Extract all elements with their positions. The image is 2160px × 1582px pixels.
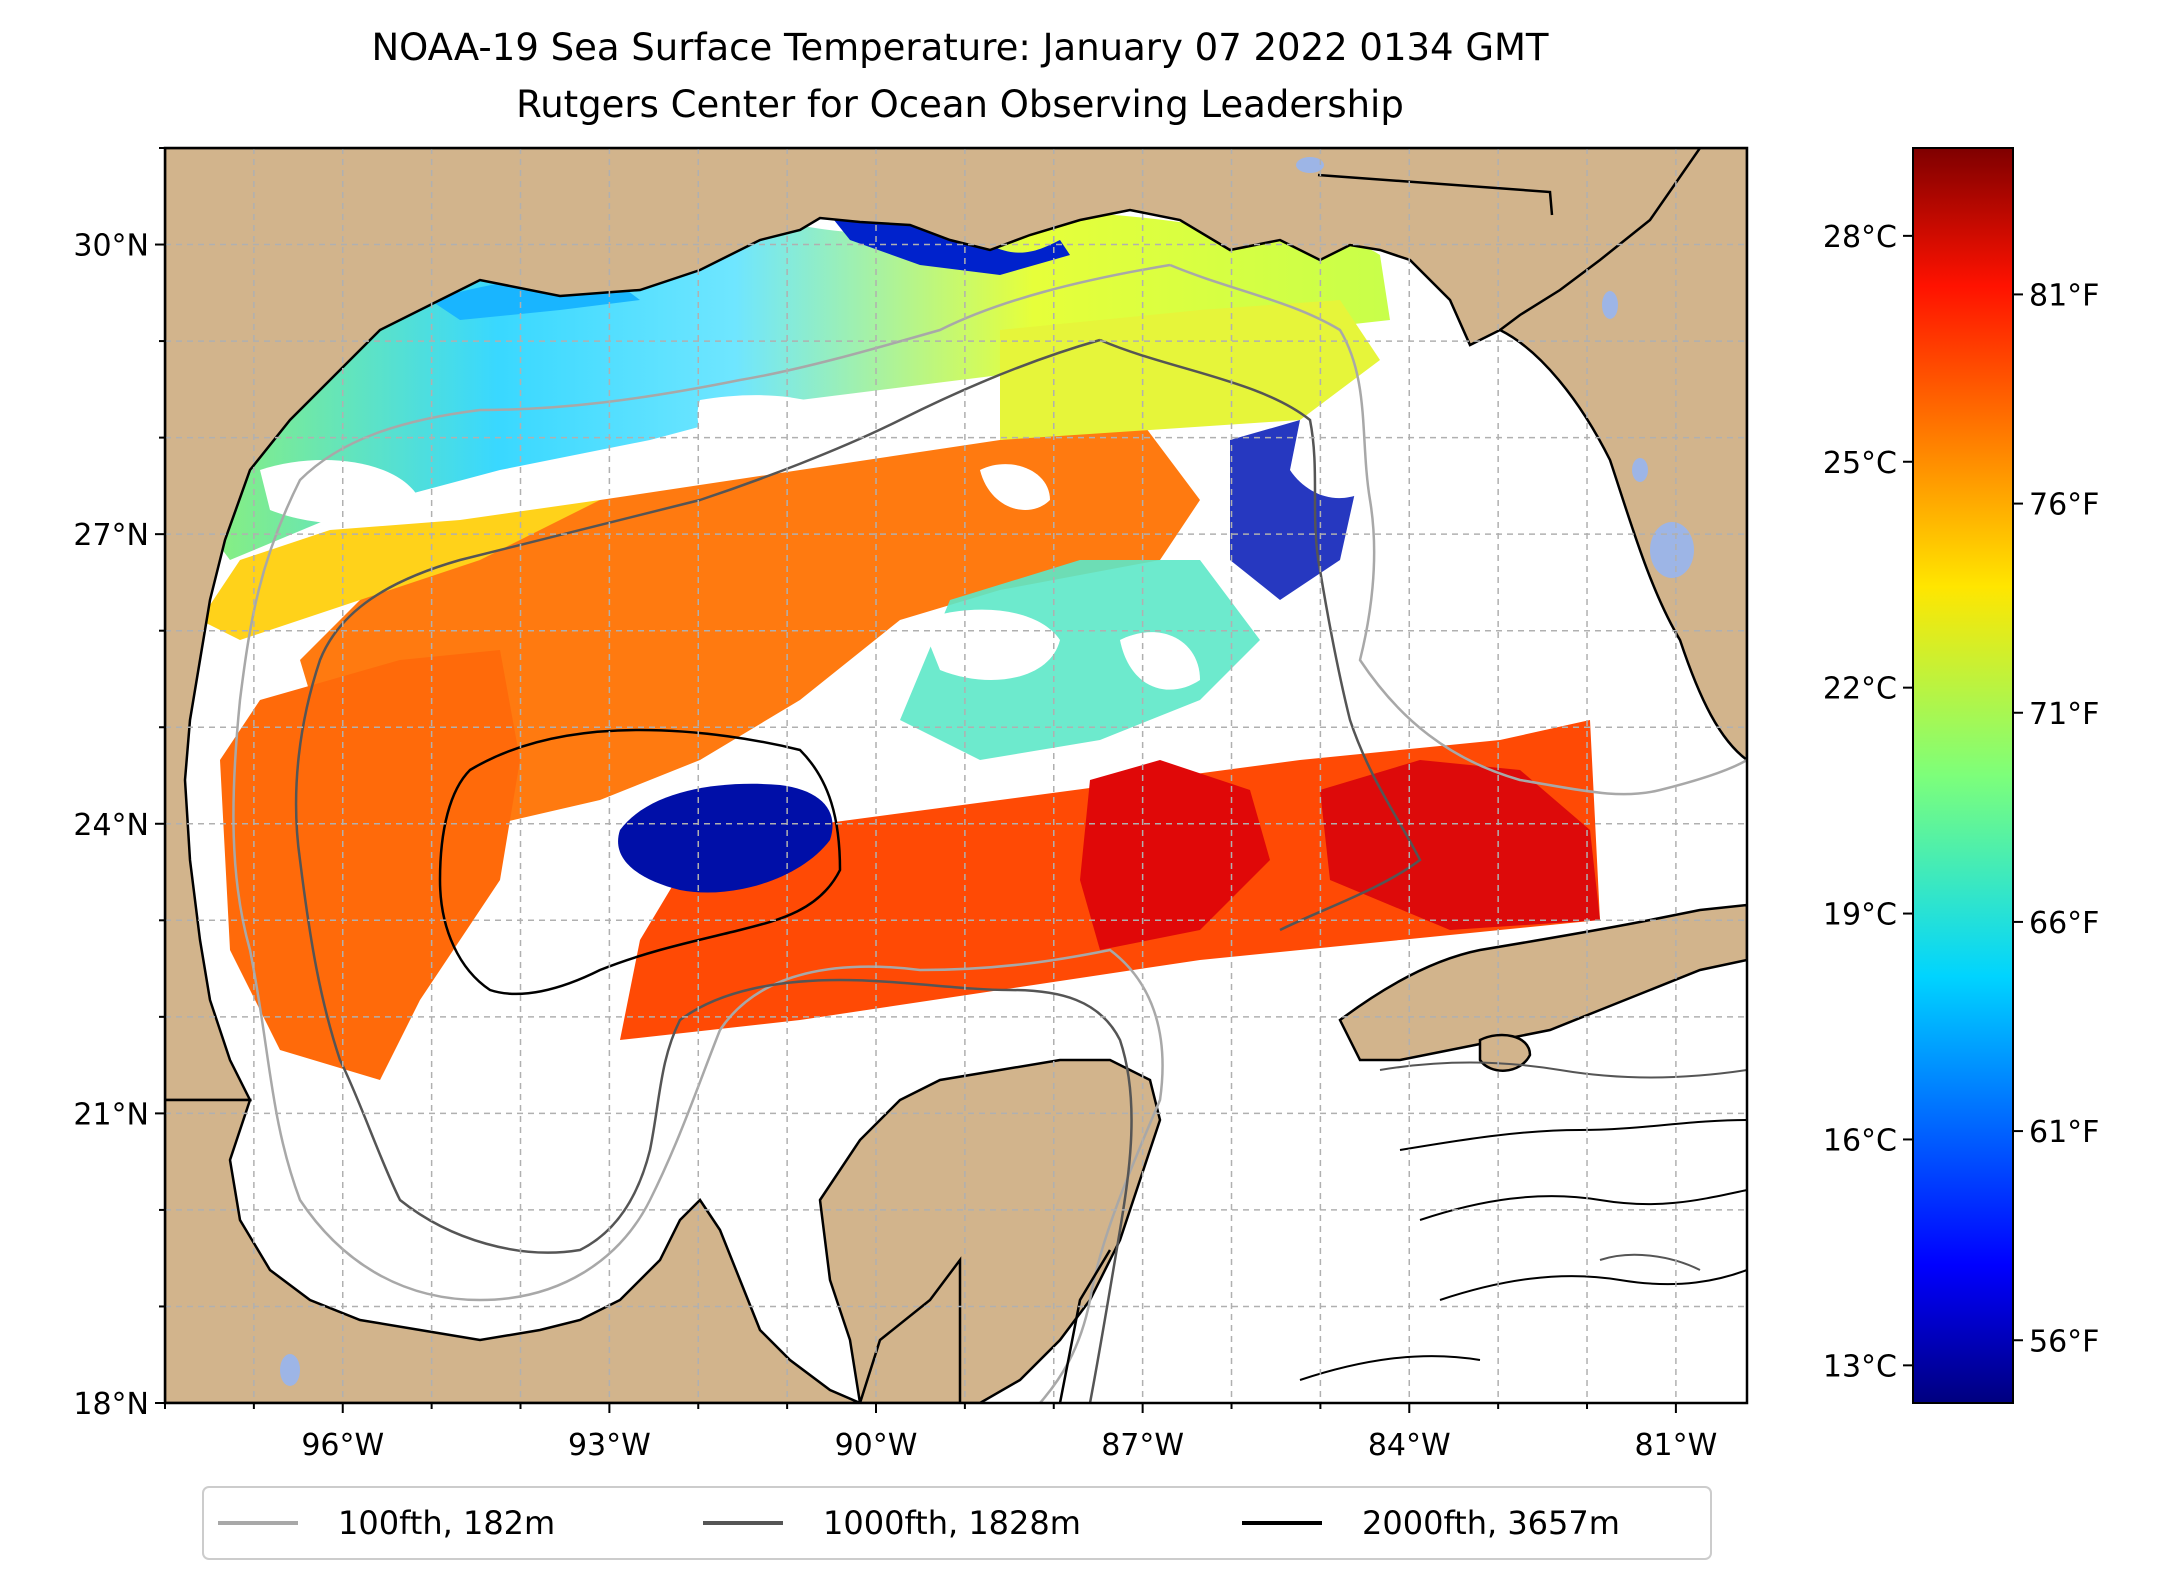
gridlines: [165, 148, 1747, 1403]
lake-pontchartrain: [1296, 157, 1324, 173]
lat-tick-label: 18°N: [73, 1387, 149, 1422]
lat-ticks: 30°N 27°N 24°N 21°N 18°N: [73, 147, 165, 1422]
colorbar-gradient: [1912, 147, 2014, 1404]
fahrenheit-tick-label: 61°F: [2029, 1115, 2099, 1150]
land-isle-of-youth: [1478, 1033, 1532, 1072]
lon-tick-label: 87°W: [1101, 1428, 1184, 1463]
land-yucatan-peninsula: [818, 1058, 1162, 1403]
land-masses: [165, 148, 1747, 1403]
celsius-tick-label: 19°C: [1823, 898, 1897, 933]
legend-label: 1000fth, 1828m: [823, 1504, 1081, 1542]
lake-north-florida: [1602, 291, 1618, 319]
sst-western-yellow: [200, 500, 600, 640]
sst-southwest-orange: [220, 650, 520, 1080]
contour-100fth: [232, 263, 1747, 1403]
sst-cloud-gaps: [260, 395, 1480, 720]
lakes: [280, 157, 1694, 1386]
fahrenheit-tick-label: 76°F: [2029, 488, 2099, 523]
map-title-line-2: Rutgers Center for Ocean Observing Leade…: [516, 83, 1404, 126]
contour-1000fth: [294, 338, 1422, 1403]
lon-tick-label: 96°W: [301, 1428, 384, 1463]
lat-tick-label: 21°N: [73, 1097, 149, 1132]
celsius-tick-label: 25°C: [1823, 446, 1897, 481]
lake-central-florida: [1632, 458, 1648, 482]
celsius-tick-label: 16°C: [1823, 1123, 1897, 1158]
celsius-tick-label: 13°C: [1823, 1349, 1897, 1384]
lat-tick-label: 27°N: [73, 518, 149, 553]
land-mexico-tamaulipas-veracruz: [165, 1098, 861, 1403]
celsius-tick-label: 28°C: [1823, 220, 1897, 255]
colorbar: 28°C 25°C 22°C 19°C 16°C 13°C 81°F 76°F 71°F 66°…: [1823, 147, 2099, 1404]
map-frame: [163, 146, 1749, 1405]
fahrenheit-tick-label: 81°F: [2029, 278, 2099, 313]
lat-tick-label: 30°N: [73, 229, 149, 264]
fahrenheit-tick-label: 71°F: [2029, 697, 2099, 732]
colorbar-fahrenheit-ticks: 81°F 76°F 71°F 66°F 61°F 56°F: [2013, 278, 2099, 1359]
lake-texas: [280, 1354, 300, 1386]
bathymetry-contours: [232, 263, 1747, 1403]
legend-label: 2000fth, 3657m: [1362, 1504, 1620, 1542]
lat-tick-label: 24°N: [73, 808, 149, 843]
land-cuba: [1338, 903, 1747, 1062]
contour-legend: 100fth, 182m 1000fth, 1828m 2000fth, 3657m: [202, 1486, 1712, 1560]
lon-tick-label: 93°W: [568, 1428, 651, 1463]
lon-ticks: 96°W 93°W 90°W 87°W 84°W 81°W: [164, 1403, 1717, 1463]
border-mexico-guatemala: [858, 1256, 962, 1403]
legend-box: [202, 1486, 1712, 1560]
border-mexico-belize: [1058, 1249, 1112, 1403]
sst-loop-current-red: [1080, 760, 1270, 950]
contour-2000fth-caribbean: [1299, 1119, 1747, 1381]
fahrenheit-tick-label: 66°F: [2029, 906, 2099, 941]
land-florida-peninsula: [1497, 148, 1747, 762]
colorbar-celsius-ticks: 28°C 25°C 22°C 19°C 16°C 13°C: [1823, 220, 1913, 1384]
lake-okeechobee: [1650, 522, 1694, 578]
sst-bayou-dark: [830, 212, 1070, 275]
lon-tick-label: 84°W: [1368, 1428, 1451, 1463]
map-panel: 30°N 27°N 24°N 21°N 18°N 96°W 93°W 90°W 87°W 84°…: [73, 146, 1749, 1463]
celsius-tick-label: 22°C: [1823, 672, 1897, 707]
lon-tick-label: 90°W: [835, 1428, 918, 1463]
legend-items: 100fth, 182m 1000fth, 1828m 2000fth, 3657m: [218, 1504, 1620, 1542]
contour-1000fth-caribbean: [1379, 1061, 1747, 1271]
fahrenheit-tick-label: 56°F: [2029, 1324, 2099, 1359]
lon-tick-label: 81°W: [1634, 1428, 1717, 1463]
contour-2000fth: [438, 728, 842, 996]
sst-eastern-red: [1320, 760, 1600, 930]
state-border-al-fl: [1317, 173, 1554, 216]
legend-label: 100fth, 182m: [338, 1504, 555, 1542]
map-title-line-1: NOAA-19 Sea Surface Temperature: January…: [371, 26, 1549, 69]
sst-central-cold-eddy: [618, 783, 833, 893]
